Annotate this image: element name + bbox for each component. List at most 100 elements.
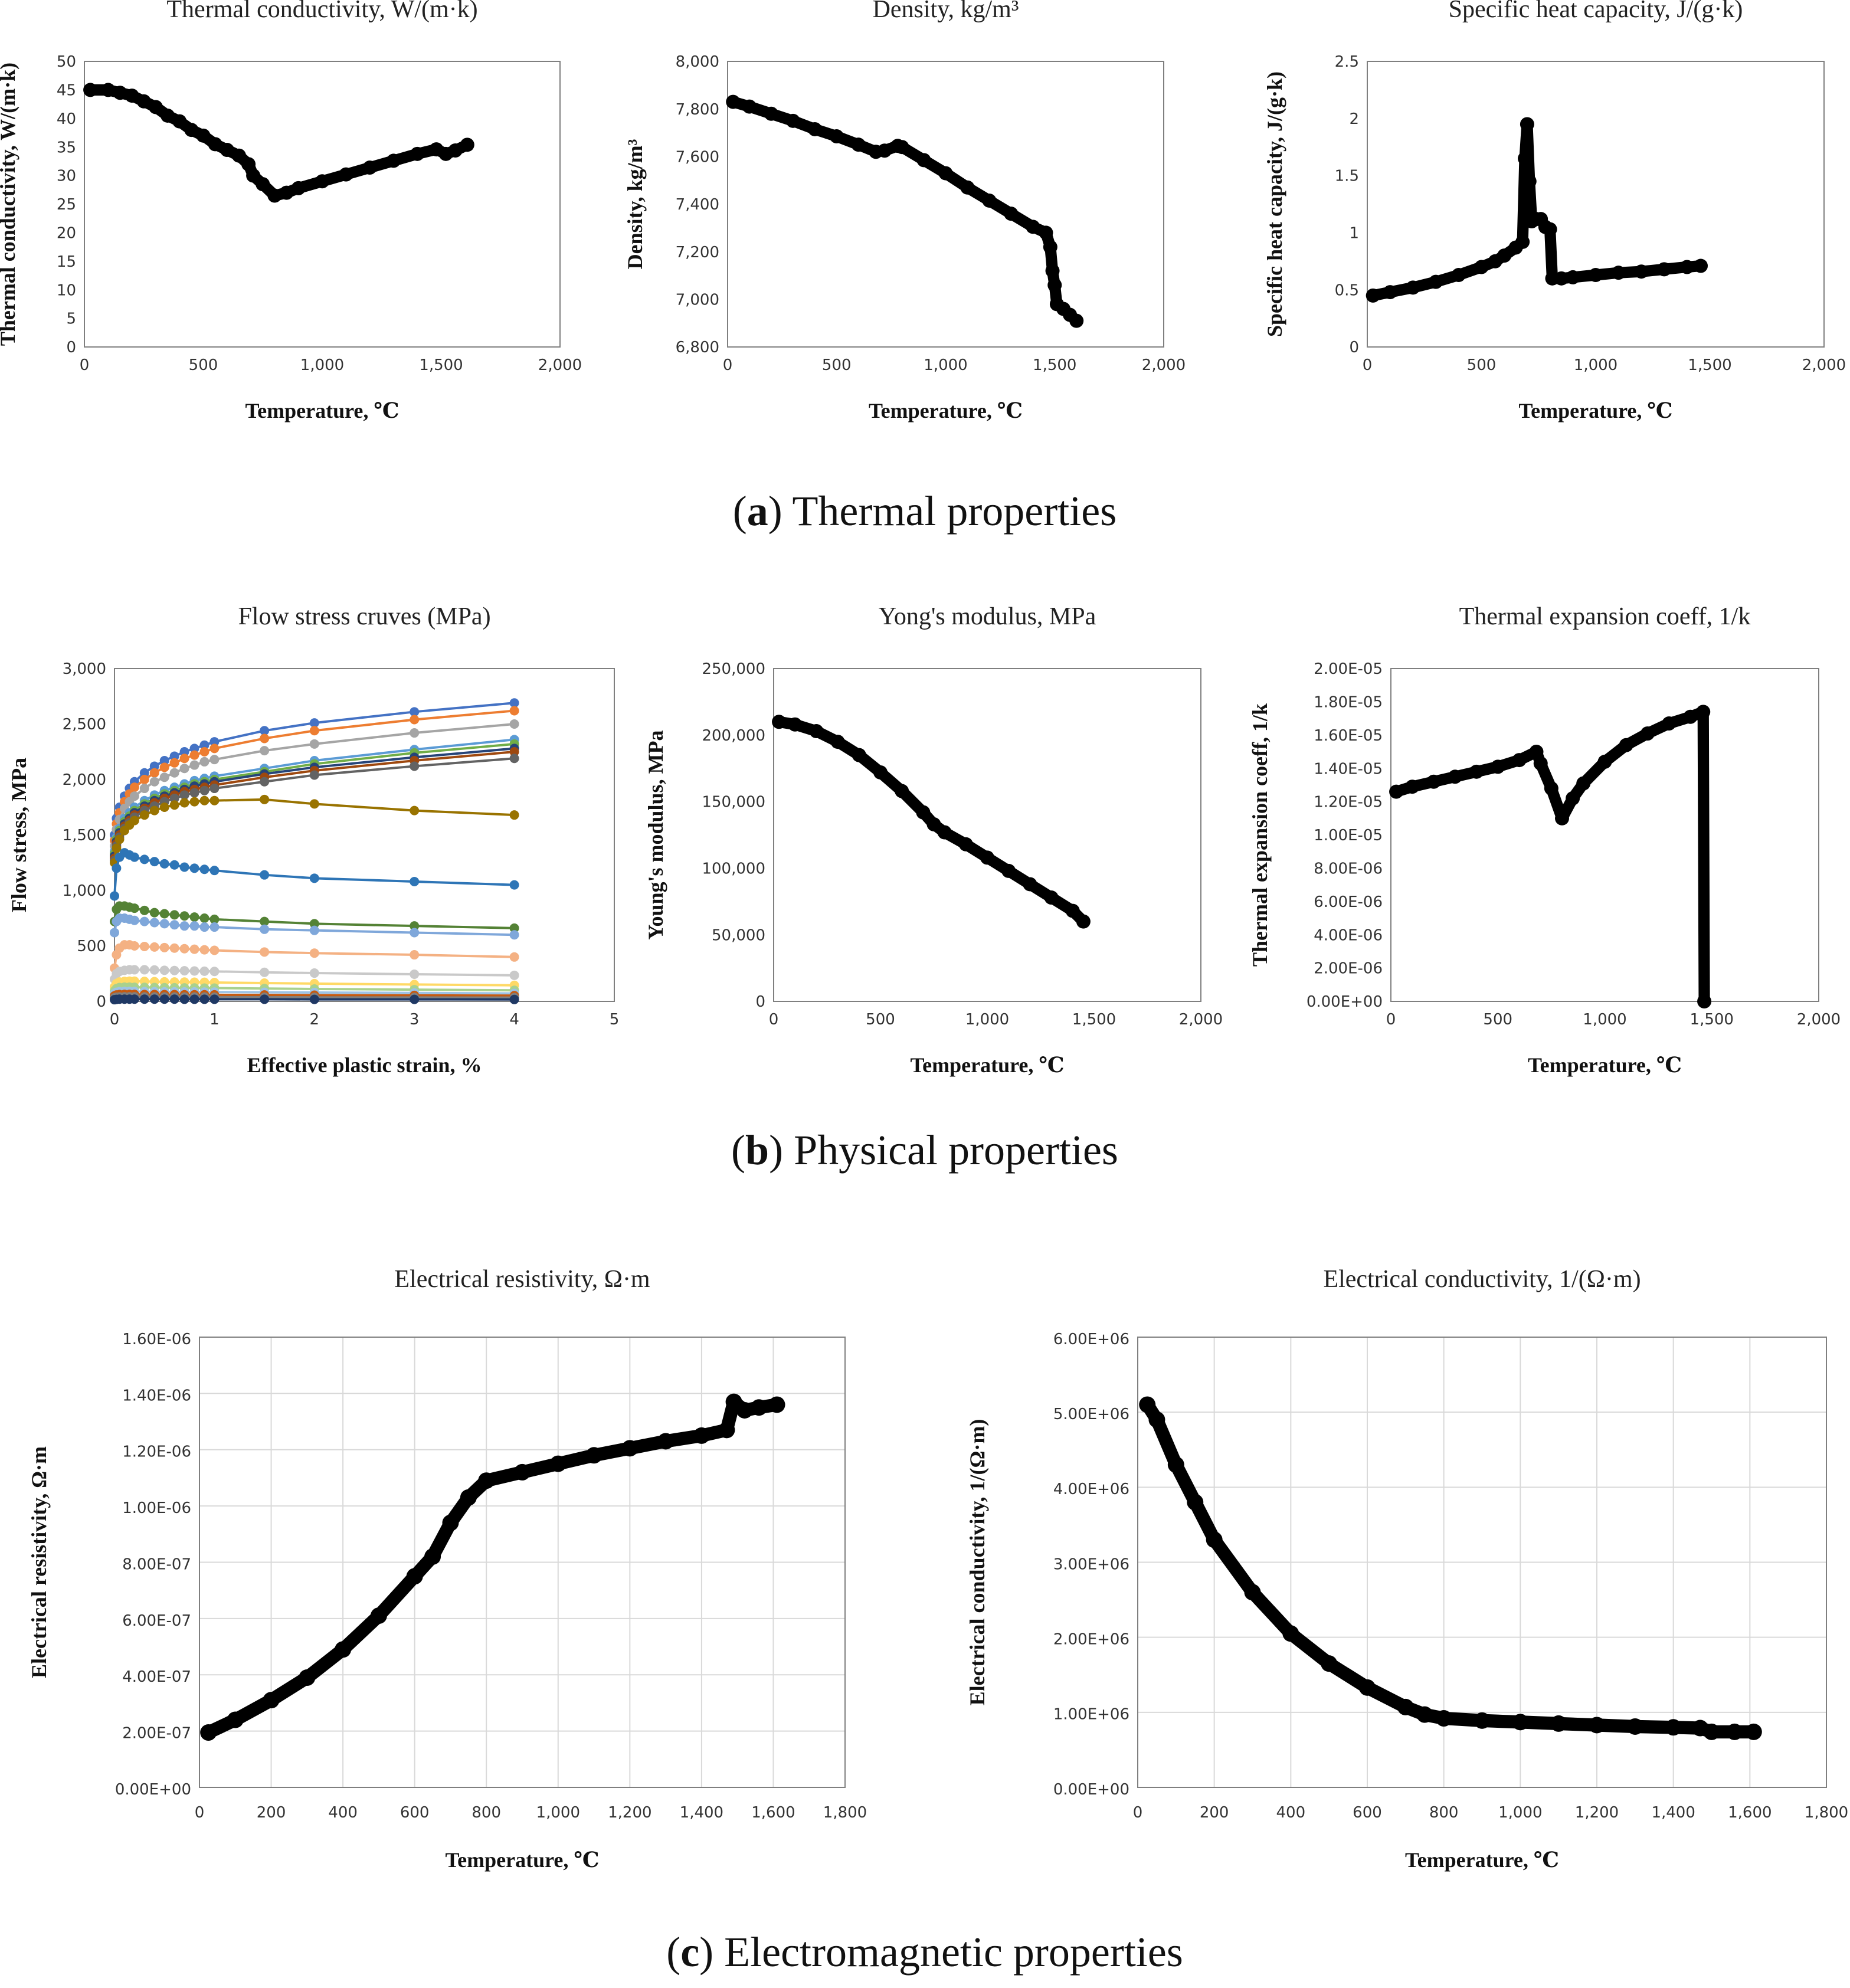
y-tick-label: 2,500 — [63, 716, 106, 733]
series-point-s1 — [199, 740, 209, 750]
data-point — [1474, 260, 1489, 274]
series-point-s8 — [410, 761, 420, 771]
y-tick-label: 7,600 — [676, 148, 719, 166]
series-point-s13 — [129, 941, 139, 951]
data-point — [1745, 1723, 1762, 1740]
data-point — [1522, 174, 1537, 189]
x-tick-label: 0 — [110, 1011, 120, 1029]
data-point — [585, 1447, 603, 1464]
data-point — [1566, 791, 1580, 805]
data-point — [1282, 1625, 1299, 1642]
series-point-s2 — [309, 726, 319, 736]
caption-a-text: Thermal properties — [792, 487, 1116, 535]
x-tick-label: 500 — [822, 356, 852, 374]
x-tick-label: 1,800 — [1805, 1804, 1848, 1822]
x-axis-label: Temperature, ℃ — [445, 1848, 599, 1872]
series-point-s7 — [509, 747, 519, 756]
series-point-s20 — [309, 994, 319, 1004]
data-point — [1533, 756, 1548, 771]
y-tick-label: 10 — [57, 281, 76, 299]
data-point — [1139, 1396, 1156, 1413]
data-point — [1550, 1715, 1567, 1732]
series-point-s11 — [159, 909, 169, 919]
x-tick-label: 1,200 — [1575, 1804, 1619, 1822]
x-axis-label: Temperature, ℃ — [1518, 399, 1672, 423]
data-point — [172, 114, 187, 129]
y-tick-label: 1.5 — [1335, 168, 1359, 185]
series-point-s3 — [309, 739, 319, 749]
x-tick-label: 500 — [866, 1011, 895, 1029]
x-tick-label: 500 — [1467, 356, 1497, 374]
series-point-s14 — [179, 966, 189, 976]
series-point-s13 — [509, 952, 519, 962]
series-point-s8 — [209, 784, 220, 794]
x-tick-label: 600 — [400, 1804, 430, 1822]
y-tick-label: 2 — [1349, 110, 1359, 128]
series-point-s11 — [189, 912, 199, 922]
series-point-s14 — [129, 965, 139, 975]
series-point-s8 — [260, 777, 270, 787]
data-point — [916, 153, 931, 168]
data-point — [1065, 903, 1080, 918]
y-tick-label: 50 — [57, 53, 76, 71]
data-point — [1543, 222, 1557, 237]
series-point-s12 — [159, 919, 169, 929]
data-point — [693, 1427, 710, 1444]
y-tick-label: 7,400 — [676, 196, 719, 214]
caption-a: (a) Thermal properties — [733, 487, 1116, 535]
data-point — [1469, 764, 1484, 779]
series-point-s13 — [179, 944, 189, 954]
y-tick-label: 1.60E-06 — [122, 1331, 191, 1348]
series-point-s1 — [189, 744, 199, 754]
series-point-s9 — [209, 795, 220, 805]
series-point-s11 — [139, 905, 149, 915]
data-point — [1589, 1717, 1605, 1734]
series-point-s13 — [139, 941, 149, 951]
series-point-s9 — [114, 834, 125, 844]
data-point — [1554, 271, 1569, 286]
data-point — [1359, 1679, 1376, 1696]
data-point — [1555, 811, 1569, 826]
data-point — [386, 153, 401, 168]
caption-c-text: Electromagnetic properties — [724, 1928, 1183, 1976]
data-point — [291, 181, 306, 195]
series-point-s3 — [199, 756, 209, 767]
y-tick-label: 500 — [77, 938, 106, 955]
data-point — [1244, 1584, 1261, 1601]
data-point — [246, 168, 261, 183]
data-point — [1321, 1655, 1338, 1672]
series-point-s14 — [189, 966, 199, 976]
y-tick-label: 1.40E-06 — [122, 1387, 191, 1404]
x-tick-label: 1,000 — [536, 1804, 580, 1822]
y-tick-label: 6,800 — [676, 339, 719, 356]
x-tick-label: 1 — [209, 1011, 220, 1029]
series-point-s13 — [189, 944, 199, 954]
data-point — [1416, 1706, 1433, 1723]
series-point-s10 — [209, 866, 220, 876]
x-tick-label: 1,000 — [924, 356, 967, 374]
series-point-s9 — [139, 810, 149, 820]
data-point — [200, 1724, 217, 1741]
y-tick-label: 1.20E-05 — [1314, 794, 1383, 811]
data-point — [1497, 248, 1512, 263]
data-point — [1619, 738, 1633, 752]
data-point — [1662, 716, 1677, 731]
series-point-s1 — [179, 747, 189, 756]
y-tick-label: 4.00E-06 — [1314, 926, 1383, 944]
x-axis-label: Temperature, ℃ — [245, 399, 399, 423]
data-point — [184, 123, 199, 137]
data-point — [1435, 1710, 1452, 1727]
x-tick-label: 1,500 — [1690, 1011, 1734, 1029]
data-point — [1004, 207, 1019, 221]
series-point-s8 — [509, 754, 519, 764]
series-point-s9 — [129, 815, 139, 826]
data-point — [442, 1514, 459, 1531]
data-point — [136, 94, 151, 109]
x-tick-label: 400 — [1276, 1804, 1306, 1822]
series-point-s9 — [149, 805, 159, 815]
x-tick-label: 0 — [769, 1011, 779, 1029]
data-point — [980, 850, 994, 865]
y-tick-label: 250,000 — [702, 660, 765, 678]
data-point — [895, 784, 909, 798]
x-tick-label: 200 — [1200, 1804, 1229, 1822]
